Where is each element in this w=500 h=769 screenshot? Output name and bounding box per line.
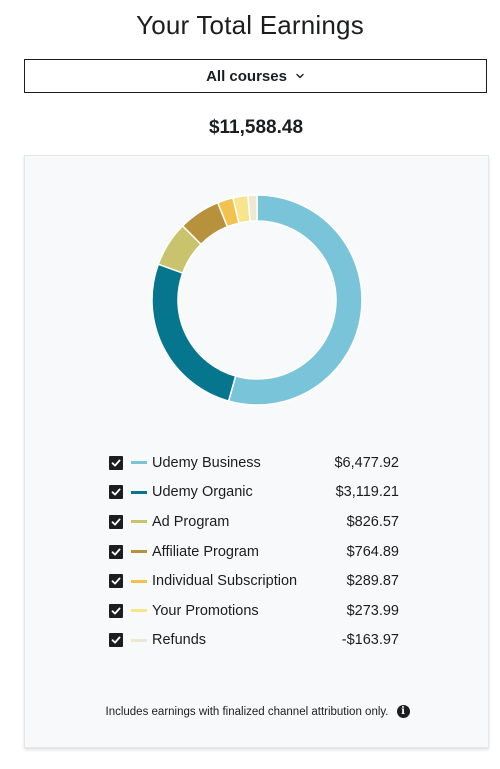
course-filter-dropdown[interactable]: All courses xyxy=(24,59,487,93)
legend-checkbox[interactable] xyxy=(109,514,123,529)
legend-item: Your Promotions $273.99 xyxy=(109,596,399,626)
checkmark-icon xyxy=(111,548,121,556)
legend-checkbox[interactable] xyxy=(109,603,123,618)
legend-value: $273.99 xyxy=(346,602,399,619)
legend-swatch xyxy=(131,579,147,583)
legend-label: Your Promotions xyxy=(152,602,259,619)
legend-item: Ad Program $826.57 xyxy=(109,507,399,537)
legend-value: -$163.97 xyxy=(341,632,399,649)
donut-slice-udemy-business[interactable] xyxy=(227,194,363,406)
legend-item: Udemy Business $6,477.92 xyxy=(109,448,399,478)
legend-swatch xyxy=(131,461,147,465)
legend-swatch xyxy=(131,520,147,524)
course-filter-label: All courses xyxy=(206,67,287,85)
legend-checkbox[interactable] xyxy=(109,544,123,559)
legend-value: $826.57 xyxy=(346,513,399,530)
legend-swatch xyxy=(131,490,147,494)
earnings-legend: Udemy Business $6,477.92 Udemy Organic $3,1… xyxy=(109,448,399,655)
legend-label: Ad Program xyxy=(152,513,230,530)
attribution-note: Includes earnings with finalized channel… xyxy=(25,705,490,718)
legend-label: Refunds xyxy=(152,632,207,649)
earnings-donut-chart xyxy=(151,194,363,406)
legend-item: Udemy Organic $3,119.21 xyxy=(109,478,399,508)
legend-label: Udemy Organic xyxy=(152,484,253,501)
total-earnings-value: $11,588.48 xyxy=(208,117,304,138)
chevron-down-icon xyxy=(296,73,304,79)
legend-value: $764.89 xyxy=(346,543,399,560)
legend-label: Individual Subscription xyxy=(152,573,298,590)
legend-value: $289.87 xyxy=(346,573,399,590)
legend-label: Udemy Business xyxy=(152,454,261,471)
legend-item: Affiliate Program $764.89 xyxy=(109,537,399,567)
legend-checkbox[interactable] xyxy=(109,633,123,648)
legend-swatch xyxy=(131,550,147,554)
attribution-note-text: Includes earnings with finalized channel… xyxy=(105,705,389,718)
legend-value: $3,119.21 xyxy=(335,484,399,501)
page-title: Your Total Earnings xyxy=(136,10,364,40)
legend-item: Refunds -$163.97 xyxy=(109,626,399,656)
checkmark-icon xyxy=(111,518,121,526)
legend-swatch xyxy=(131,609,147,613)
legend-checkbox[interactable] xyxy=(109,455,123,470)
checkmark-icon xyxy=(111,459,121,467)
checkmark-icon xyxy=(111,607,121,615)
checkmark-icon xyxy=(111,488,121,496)
donut-slice-refunds[interactable] xyxy=(247,194,258,223)
info-icon[interactable]: i xyxy=(396,705,410,718)
legend-checkbox[interactable] xyxy=(109,574,123,589)
legend-checkbox[interactable] xyxy=(109,485,123,500)
legend-item: Individual Subscription $289.87 xyxy=(109,566,399,596)
legend-swatch xyxy=(131,638,147,642)
legend-value: $6,477.92 xyxy=(334,454,399,471)
checkmark-icon xyxy=(111,577,121,585)
checkmark-icon xyxy=(111,636,121,644)
legend-label: Affiliate Program xyxy=(152,543,259,560)
earnings-chart-card: Udemy Business $6,477.92 Udemy Organic $3,1… xyxy=(24,155,489,748)
donut-slice-udemy-organic[interactable] xyxy=(151,263,237,403)
